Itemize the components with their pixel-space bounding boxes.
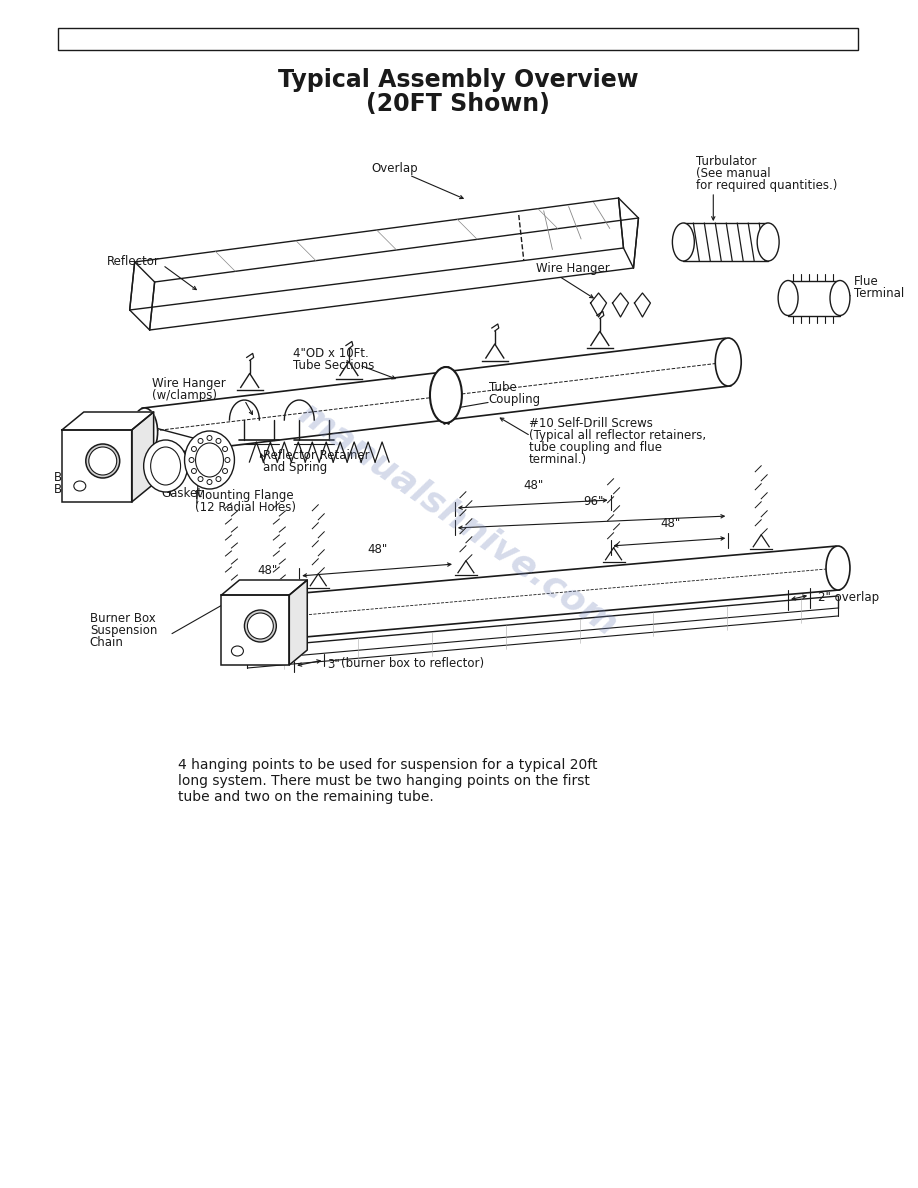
- Ellipse shape: [715, 339, 741, 386]
- Ellipse shape: [192, 447, 196, 451]
- Ellipse shape: [826, 546, 850, 590]
- Text: for required quantities.): for required quantities.): [697, 179, 838, 192]
- Text: Burner Box: Burner Box: [90, 612, 155, 625]
- Ellipse shape: [198, 438, 203, 443]
- Text: 48": 48": [257, 564, 277, 577]
- Text: (w/clamps): (w/clamps): [151, 388, 217, 402]
- Bar: [58, 29, 858, 50]
- Bar: [62, 430, 131, 503]
- Text: Typical Assembly Overview: Typical Assembly Overview: [277, 68, 638, 91]
- Ellipse shape: [222, 468, 228, 474]
- Text: Wire Hanger: Wire Hanger: [536, 263, 610, 274]
- Polygon shape: [289, 580, 308, 665]
- Ellipse shape: [778, 280, 798, 316]
- Ellipse shape: [222, 447, 228, 451]
- Text: 2" overlap: 2" overlap: [818, 592, 879, 605]
- Ellipse shape: [151, 447, 181, 485]
- Text: Coupling: Coupling: [488, 393, 541, 406]
- Text: Reflector: Reflector: [106, 255, 160, 268]
- Text: Flue: Flue: [854, 274, 879, 287]
- Polygon shape: [62, 412, 153, 430]
- Ellipse shape: [198, 476, 203, 481]
- Text: Chain: Chain: [90, 636, 124, 649]
- Ellipse shape: [757, 223, 779, 261]
- Text: Tube Sections: Tube Sections: [293, 359, 375, 372]
- Ellipse shape: [196, 443, 223, 478]
- Text: and Spring: and Spring: [263, 461, 328, 474]
- Text: #10 Self-Drill Screws: #10 Self-Drill Screws: [529, 417, 653, 430]
- Text: tube and two on the remaining tube.: tube and two on the remaining tube.: [177, 790, 433, 804]
- Ellipse shape: [430, 367, 462, 423]
- Ellipse shape: [89, 447, 117, 475]
- Text: Suspension: Suspension: [90, 624, 157, 637]
- Ellipse shape: [216, 438, 221, 443]
- Text: 3": 3": [327, 657, 340, 670]
- Text: (12 Radial Holes): (12 Radial Holes): [195, 501, 296, 514]
- Ellipse shape: [73, 481, 85, 491]
- Text: 96": 96": [583, 495, 604, 508]
- Text: Terminal: Terminal: [854, 287, 904, 301]
- Text: 48": 48": [523, 479, 543, 492]
- Ellipse shape: [231, 646, 243, 656]
- Polygon shape: [131, 412, 153, 503]
- Ellipse shape: [830, 280, 850, 316]
- Ellipse shape: [131, 407, 158, 456]
- Text: (20FT Shown): (20FT Shown): [366, 91, 550, 116]
- Text: terminal.): terminal.): [529, 453, 587, 466]
- Text: Gasket: Gasket: [162, 487, 203, 500]
- Ellipse shape: [672, 223, 694, 261]
- Text: Wire Hanger: Wire Hanger: [151, 377, 226, 390]
- Ellipse shape: [207, 436, 212, 441]
- Text: 48": 48": [660, 517, 680, 530]
- Ellipse shape: [235, 598, 260, 642]
- Ellipse shape: [248, 613, 274, 639]
- Text: 48": 48": [367, 543, 387, 556]
- Ellipse shape: [244, 609, 276, 642]
- Ellipse shape: [216, 476, 221, 481]
- Bar: [221, 595, 289, 665]
- Ellipse shape: [85, 444, 119, 478]
- Text: long system. There must be two hanging points on the first: long system. There must be two hanging p…: [177, 775, 589, 788]
- Text: tube coupling and flue: tube coupling and flue: [529, 441, 662, 454]
- Text: Turbulator: Turbulator: [697, 154, 756, 168]
- Ellipse shape: [207, 480, 212, 485]
- Text: 4 hanging points to be used for suspension for a typical 20ft: 4 hanging points to be used for suspensi…: [177, 758, 597, 772]
- Ellipse shape: [185, 431, 234, 489]
- Text: Reflector Retainer: Reflector Retainer: [263, 449, 370, 462]
- Text: Box: Box: [54, 484, 76, 497]
- Ellipse shape: [192, 468, 196, 474]
- Text: (burner box to reflector): (burner box to reflector): [341, 657, 485, 670]
- Text: Tube: Tube: [488, 381, 517, 394]
- Ellipse shape: [189, 457, 194, 462]
- Text: Mounting Flange: Mounting Flange: [195, 489, 293, 503]
- Text: Burner: Burner: [54, 470, 94, 484]
- Polygon shape: [221, 580, 308, 595]
- Text: manualshnive.com: manualshnive.com: [292, 397, 624, 643]
- Text: (See manual: (See manual: [697, 168, 771, 181]
- Text: Overlap: Overlap: [372, 162, 419, 175]
- Ellipse shape: [225, 457, 230, 462]
- Text: (Typical all reflector retainers,: (Typical all reflector retainers,: [529, 429, 706, 442]
- Ellipse shape: [143, 440, 187, 492]
- Text: 4"OD x 10Ft.: 4"OD x 10Ft.: [293, 347, 369, 360]
